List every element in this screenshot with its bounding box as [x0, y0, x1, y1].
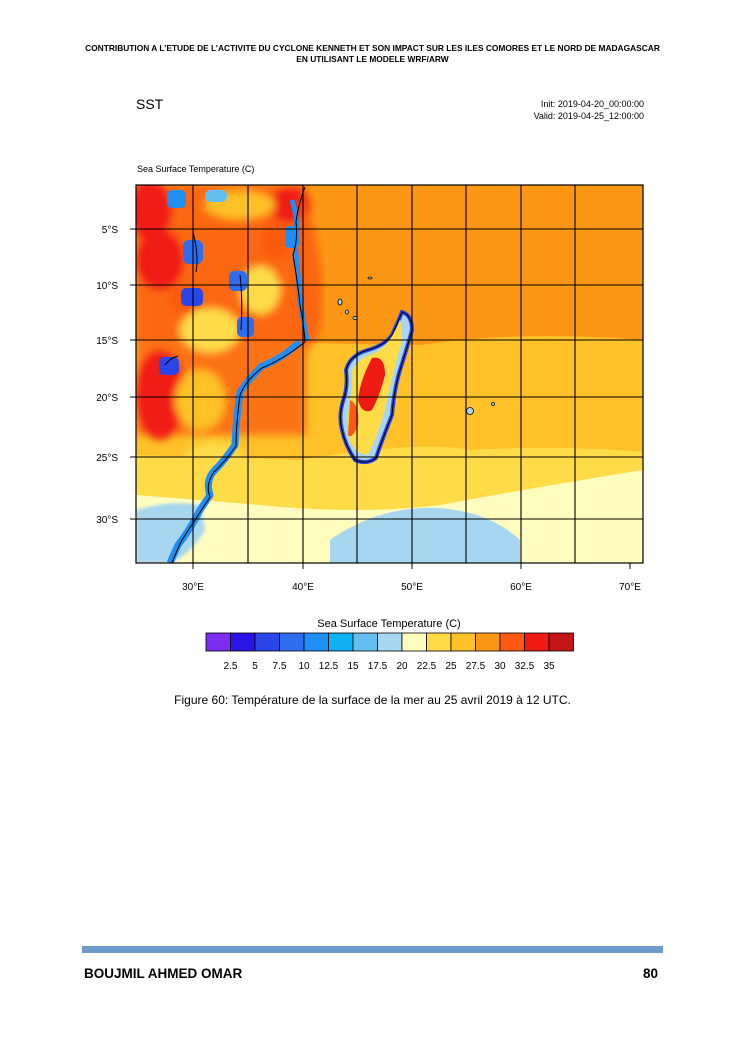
colorbar-swatch: [279, 632, 305, 652]
colorbar-level-label: 35: [543, 661, 555, 672]
header-line-1: CONTRIBUTION A L’ETUDE DE L’ACTIVITE DU …: [85, 43, 660, 53]
x-tick-label: 30°E: [182, 582, 204, 593]
colorbar-swatch: [548, 632, 574, 652]
field-label: Sea Surface Temperature (C): [137, 164, 254, 174]
colorbar-level-label: 5: [252, 661, 258, 672]
madagascar: [338, 309, 415, 465]
colorbar-level-label: 32.5: [515, 661, 535, 672]
figure-caption: Figure 60: Température de la surface de …: [174, 693, 571, 707]
colorbar-level-label: 20: [396, 661, 408, 672]
x-tick-labels: 30°E 40°E 50°E 60°E 70°E: [182, 582, 641, 593]
running-header: CONTRIBUTION A L’ETUDE DE L’ACTIVITE DU …: [60, 43, 685, 65]
colorbar-level-label: 25: [445, 661, 457, 672]
colorbar-swatch: [475, 632, 501, 652]
colorbar-swatch: [205, 632, 231, 652]
colorbar-swatch: [401, 632, 427, 652]
small-islands: [337, 276, 495, 415]
colorbar: [205, 632, 574, 652]
colorbar-swatch: [352, 632, 378, 652]
colorbar-swatch: [426, 632, 452, 652]
colorbar-level-label: 7.5: [273, 661, 287, 672]
footer-rule: [82, 946, 663, 953]
y-tick-label: 15°S: [96, 336, 118, 347]
init-time: Init: 2019-04-20_00:00:00: [541, 99, 644, 109]
colorbar-swatch: [450, 632, 476, 652]
colorbar-title: Sea Surface Temperature (C): [317, 618, 460, 630]
colorbar-level-label: 30: [494, 661, 506, 672]
x-tick-label: 70°E: [619, 582, 641, 593]
sst-southeast-cool: [330, 507, 520, 563]
colorbar-swatch: [328, 632, 354, 652]
colorbar-swatch: [230, 632, 256, 652]
valid-time: Valid: 2019-04-25_12:00:00: [534, 111, 644, 121]
y-tick-label: 25°S: [96, 453, 118, 464]
colorbar-level-label: 12.5: [319, 661, 339, 672]
colorbar-labels: 2.5 5 7.5 10 12.5 15 17.5 20 22.5 25 27.5 30 32.5 35: [224, 661, 555, 672]
y-tick-marks: [130, 228, 136, 520]
colorbar-level-label: 2.5: [224, 661, 238, 672]
plot-name: SST: [136, 96, 164, 112]
y-tick-label: 30°S: [96, 515, 118, 526]
colorbar-swatch: [524, 632, 550, 652]
footer-author: BOUJMIL AHMED OMAR: [84, 966, 243, 981]
colorbar-level-label: 22.5: [417, 661, 437, 672]
x-tick-label: 40°E: [292, 582, 314, 593]
sst-map: [136, 185, 643, 563]
y-tick-label: 20°S: [96, 393, 118, 404]
colorbar-level-label: 17.5: [368, 661, 388, 672]
colorbar-level-label: 15: [347, 661, 359, 672]
plot-frame: [135, 184, 644, 564]
colorbar-swatch: [254, 632, 280, 652]
header-line-2: EN UTILISANT LE MODELE WRF/ARW: [296, 54, 449, 64]
sst-southwest-cool: [136, 503, 205, 563]
page-number: 80: [642, 966, 658, 981]
colorbar-level-label: 10: [298, 661, 310, 672]
x-tick-label: 50°E: [401, 582, 423, 593]
colorbar-swatch: [377, 632, 403, 652]
colorbar-swatch: [303, 632, 329, 652]
x-tick-marks: [192, 563, 631, 569]
sst-noisy-west: [136, 185, 310, 478]
y-tick-label: 10°S: [96, 281, 118, 292]
graticule: [136, 185, 643, 563]
colorbar-level-label: 27.5: [466, 661, 486, 672]
sst-figure: SST Init: 2019-04-20_00:00:00 Valid: 201…: [96, 96, 644, 672]
x-tick-label: 60°E: [510, 582, 532, 593]
colorbar-swatch: [499, 632, 525, 652]
y-tick-label: 5°S: [102, 225, 119, 236]
y-tick-labels: 5°S 10°S 15°S 20°S 25°S 30°S: [96, 225, 118, 526]
